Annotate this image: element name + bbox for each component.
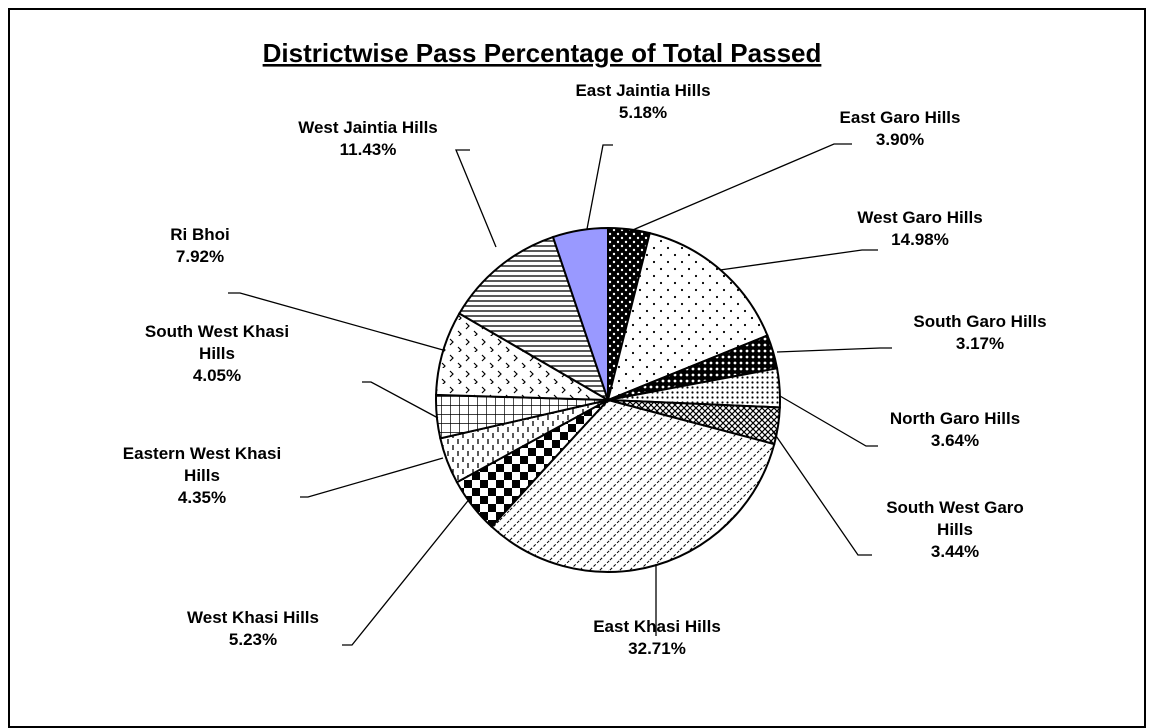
leader-line (627, 143, 852, 233)
leader-line (455, 149, 497, 248)
slice-label: South West Khasi Hills 4.05% (145, 322, 289, 385)
pie-slices (435, 226, 781, 574)
slice-labels: East Garo Hills 3.90% West Garo Hills 14.98… (123, 81, 1047, 658)
slice-label: North Garo Hills 3.64% (890, 409, 1020, 450)
leader-line (719, 249, 878, 271)
slice-label: West Garo Hills 14.98% (857, 208, 982, 249)
leader-line (779, 395, 878, 447)
slice-label: East Garo Hills 3.90% (840, 108, 961, 149)
leader-line (342, 496, 472, 646)
slice-label: South Garo Hills 3.17% (913, 312, 1046, 353)
pie-chart: Districtwise Pass Percentage of Total Pa… (123, 38, 1047, 658)
leader-line (771, 429, 872, 556)
chart-title: Districtwise Pass Percentage of Total Pa… (263, 38, 822, 68)
slice-label: Ri Bhoi 7.92% (170, 225, 230, 266)
leader-lines (228, 143, 892, 646)
slice-label: West Jaintia Hills 11.43% (298, 118, 438, 159)
leader-line (228, 292, 444, 351)
pie-slice-east-jaintia-hills (551, 226, 609, 401)
slice-label: West Khasi Hills 5.23% (187, 608, 319, 649)
leader-line (586, 144, 613, 230)
slice-label: Eastern West Khasi Hills 4.35% (123, 444, 281, 507)
slice-label: East Khasi Hills 32.71% (593, 617, 721, 658)
pie-slice-east-khasi-hills (490, 398, 776, 574)
slice-label: East Jaintia Hills 5.18% (575, 81, 710, 122)
leader-line (300, 457, 444, 498)
leader-line (362, 381, 439, 419)
leader-line (776, 347, 892, 353)
pie-slice-west-jaintia-hills (457, 235, 610, 403)
slice-label: South West Garo Hills 3.44% (886, 498, 1024, 561)
